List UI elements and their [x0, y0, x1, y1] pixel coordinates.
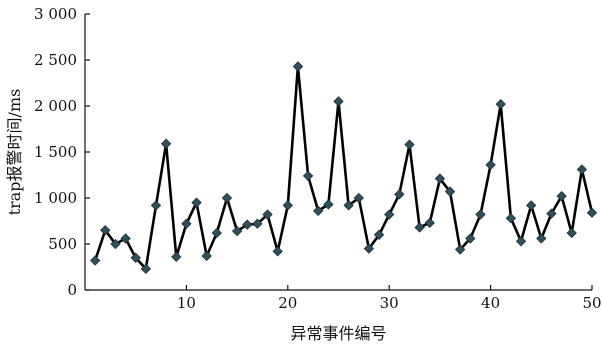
data-point-marker	[515, 236, 527, 247]
data-point-marker	[120, 233, 131, 244]
data-point-marker	[302, 170, 314, 182]
data-point-marker	[252, 218, 263, 229]
data-point-marker	[424, 217, 435, 229]
series-group	[89, 61, 598, 275]
data-point-marker	[171, 251, 182, 263]
data-point-marker	[485, 159, 496, 171]
y-tick-label: 1 500	[34, 143, 77, 161]
y-tick-label: 500	[48, 235, 77, 253]
data-point-marker	[475, 209, 486, 220]
data-point-marker	[231, 225, 243, 237]
data-point-marker	[373, 229, 385, 240]
data-point-marker	[576, 164, 588, 175]
data-point-marker	[444, 186, 456, 197]
data-point-marker	[150, 200, 162, 211]
data-point-marker	[546, 208, 557, 219]
data-point-marker	[525, 200, 537, 211]
data-point-marker	[292, 61, 304, 72]
data-point-marker	[394, 189, 405, 200]
data-point-marker	[282, 200, 293, 211]
data-point-marker	[384, 209, 395, 220]
data-point-marker	[343, 200, 354, 211]
y-tick-label: 0	[67, 281, 77, 299]
y-ticks: 0 500 1 000 1 500 2 000 2 500 3 000	[34, 5, 90, 299]
data-point-marker	[100, 225, 111, 236]
data-point-marker	[242, 219, 253, 230]
y-tick-label: 1 000	[34, 189, 77, 207]
x-tick-label: 50	[582, 294, 601, 312]
data-point-marker	[140, 263, 152, 275]
data-point-marker	[160, 138, 172, 149]
x-tick-label: 20	[278, 294, 297, 312]
x-tick-label: 40	[481, 294, 500, 312]
y-tick-label: 2 500	[34, 51, 77, 69]
data-point-marker	[353, 192, 364, 204]
data-point-marker	[110, 238, 121, 250]
data-point-marker	[505, 213, 517, 224]
data-point-marker	[536, 233, 547, 244]
data-point-marker	[313, 205, 324, 217]
data-point-marker	[89, 255, 101, 266]
data-point-marker	[404, 139, 415, 150]
data-point-marker	[191, 197, 202, 208]
data-point-marker	[566, 227, 577, 239]
data-point-marker	[181, 218, 192, 229]
data-point-marker	[272, 246, 283, 257]
data-point-marker	[434, 173, 446, 184]
data-point-marker	[130, 252, 141, 263]
data-point-marker	[556, 190, 567, 202]
data-point-marker	[455, 244, 466, 255]
y-tick-label: 2 000	[34, 97, 77, 115]
data-point-marker	[323, 199, 334, 210]
data-point-marker	[586, 207, 598, 218]
axes	[84, 14, 592, 291]
data-point-marker	[363, 243, 375, 254]
data-point-marker	[211, 227, 222, 239]
x-axis-title: 异常事件编号	[290, 324, 386, 343]
data-point-marker	[262, 209, 273, 220]
data-point-marker	[333, 96, 344, 107]
data-point-marker	[495, 98, 506, 110]
data-point-marker	[221, 192, 233, 204]
data-point-marker	[201, 250, 212, 262]
x-tick-label: 10	[177, 294, 196, 312]
y-tick-label: 3 000	[34, 5, 77, 23]
series-line	[93, 65, 594, 271]
x-tick-label: 30	[380, 294, 399, 312]
data-point-marker	[465, 233, 476, 244]
x-ticks: 10 20 30 40 50	[177, 285, 602, 312]
y-axis-title: trap报警时间/ms	[5, 89, 24, 216]
data-point-marker	[414, 222, 425, 233]
